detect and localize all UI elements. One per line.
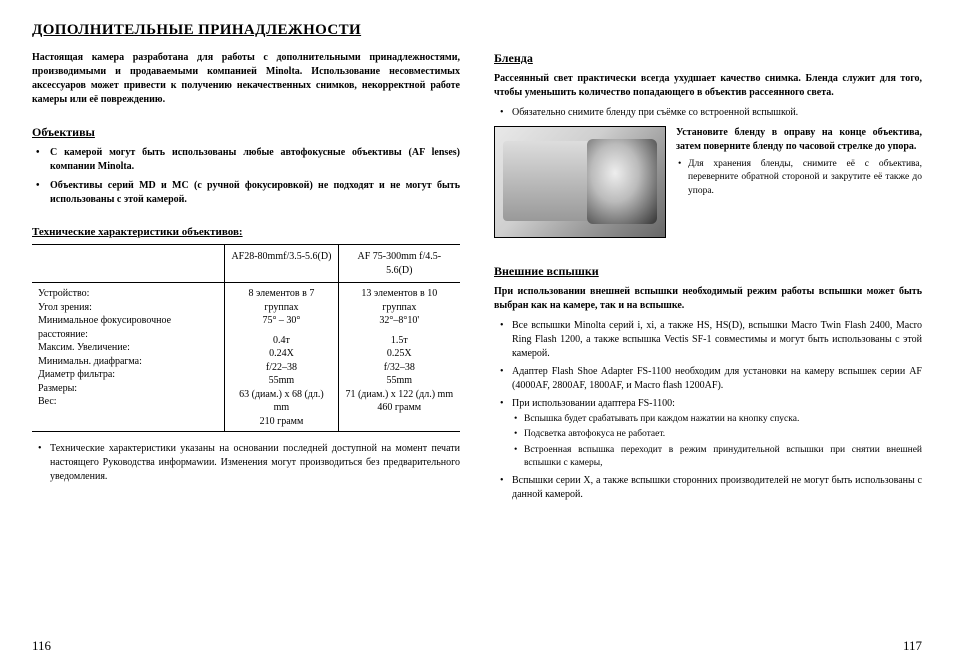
cell: 0.25X: [345, 347, 454, 361]
hood-illustration-block: Установите бленду в оправу на конце объе…: [494, 126, 922, 238]
hood-intro: Рассеянный свет практически всегда ухудш…: [494, 72, 922, 100]
right-column: Бленда Рассеянный свет практически всегд…: [494, 51, 922, 508]
flash-item: При использовании адаптера FS-1100: Вспы…: [512, 397, 922, 470]
row-label: Минимальн. диафрагма:: [38, 355, 218, 369]
lenses-bullet-2: •Объективы серий MD и MC (с ручной фокус…: [32, 179, 460, 206]
hood-sub-note: Для хранения бленды, снимите её с объект…: [688, 158, 922, 198]
flash-list: Все вспышки Minolta серий i, xi, а также…: [494, 319, 922, 502]
flash-item-text: При использовании адаптера FS-1100:: [512, 398, 675, 409]
flash-sub-item: Вспышка будет срабатывать при каждом наж…: [524, 413, 922, 426]
flash-item: Вспышки серии X, а также вспышки сторонн…: [512, 474, 922, 502]
flash-sub-item: Встроенная вспышка переходит в режим при…: [524, 444, 922, 471]
col-head-1: AF28-80mmf/3.5-5.6(D): [225, 245, 338, 283]
lens-hood-illustration: [494, 126, 666, 238]
cell: 13 элементов в 10 группах: [345, 287, 454, 314]
cell: 63 (диам.) x 68 (дл.) mm: [231, 388, 331, 415]
lenses-bullet-2-text: Объективы серий MD и MC (с ручной фокуси…: [50, 180, 460, 205]
page-number-right: 117: [903, 638, 922, 654]
page-number-left: 116: [32, 638, 51, 654]
hood-heading: Бленда: [494, 51, 922, 66]
cell: f/32–38: [345, 361, 454, 375]
cell: 0.24X: [231, 347, 331, 361]
cell: 210 грамм: [231, 415, 331, 429]
flash-heading: Внешние вспышки: [494, 264, 922, 279]
hood-lead: Установите бленду в оправу на конце объе…: [676, 126, 922, 154]
cell: 55mm: [345, 374, 454, 388]
lenses-bullet-1-text: С камерой могут быть использованы любые …: [50, 147, 460, 172]
page-title: ДОПОЛНИТЕЛЬНЫЕ ПРИНАДЛЕЖНОСТИ: [32, 22, 922, 39]
cell: f/22–38: [231, 361, 331, 375]
flash-sublist: Вспышка будет срабатывать при каждом наж…: [512, 413, 922, 470]
spec-heading: Технические характеристики объективов:: [32, 226, 460, 238]
row-label: Вес:: [38, 395, 218, 409]
cell: 1.5т: [345, 334, 454, 348]
row-label: Устройство:: [38, 287, 218, 301]
lens-spec-table: AF28-80mmf/3.5-5.6(D) AF 75-300mm f/4.5-…: [32, 244, 460, 432]
flash-intro: При использовании внешней вспышки необхо…: [494, 285, 922, 313]
cell: 71 (диам.) x 122 (дл.) mm: [345, 388, 454, 402]
cell: 75° – 30°: [231, 314, 331, 328]
row-label: Угол зрения:: [38, 301, 218, 315]
lenses-heading: Объективы: [32, 125, 460, 140]
row-label: Диаметр фильтра:: [38, 368, 218, 382]
table-row: Устройство: Угол зрения: Минимальное фок…: [32, 283, 460, 432]
cell: 460 грамм: [345, 401, 454, 415]
flash-item: Все вспышки Minolta серий i, xi, а также…: [512, 319, 922, 361]
row-label: Максим. Увеличение:: [38, 341, 218, 355]
hood-note-list: Обязательно снимите бленду при съёмке со…: [494, 106, 922, 120]
col-head-2: AF 75-300mm f/4.5-5.6(D): [338, 245, 460, 283]
cell: 32°–8°10': [345, 314, 454, 328]
hood-text-block: Установите бленду в оправу на конце объе…: [676, 126, 922, 238]
left-column: Настоящая камера разработана для работы …: [32, 51, 460, 508]
flash-sub-item: Подсветка автофокуса не работает.: [524, 428, 922, 441]
spec-footnote: Технические характеристики указаны на ос…: [50, 442, 460, 484]
cell: 0.4т: [231, 334, 331, 348]
row-label: Минимальное фокусировочное расстояние:: [38, 314, 218, 341]
table-head-row: AF28-80mmf/3.5-5.6(D) AF 75-300mm f/4.5-…: [32, 245, 460, 283]
cell: 8 элементов в 7 группах: [231, 287, 331, 314]
row-label: Размеры:: [38, 382, 218, 396]
two-column-layout: Настоящая камера разработана для работы …: [32, 51, 922, 508]
cell: 55mm: [231, 374, 331, 388]
hood-note: Обязательно снимите бленду при съёмке со…: [512, 106, 922, 120]
document-page: ДОПОЛНИТЕЛЬНЫЕ ПРИНАДЛЕЖНОСТИ Настоящая …: [0, 0, 954, 670]
intro-paragraph: Настоящая камера разработана для работы …: [32, 51, 460, 107]
lenses-bullet-1: •С камерой могут быть использованы любые…: [32, 146, 460, 173]
flash-item: Адаптер Flash Shoe Adapter FS-1100 необх…: [512, 365, 922, 393]
